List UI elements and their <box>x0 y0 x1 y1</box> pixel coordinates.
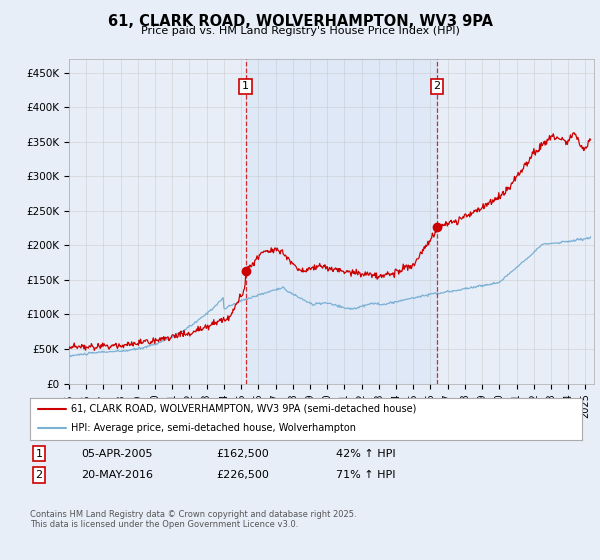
Text: £226,500: £226,500 <box>216 470 269 480</box>
Text: 71% ↑ HPI: 71% ↑ HPI <box>336 470 395 480</box>
Text: 61, CLARK ROAD, WOLVERHAMPTON, WV3 9PA: 61, CLARK ROAD, WOLVERHAMPTON, WV3 9PA <box>107 14 493 29</box>
Text: 61, CLARK ROAD, WOLVERHAMPTON, WV3 9PA (semi-detached house): 61, CLARK ROAD, WOLVERHAMPTON, WV3 9PA (… <box>71 404 417 414</box>
Text: 42% ↑ HPI: 42% ↑ HPI <box>336 449 395 459</box>
Text: 20-MAY-2016: 20-MAY-2016 <box>81 470 153 480</box>
Text: 05-APR-2005: 05-APR-2005 <box>81 449 152 459</box>
Text: 2: 2 <box>433 81 440 91</box>
Text: Price paid vs. HM Land Registry's House Price Index (HPI): Price paid vs. HM Land Registry's House … <box>140 26 460 36</box>
Text: £162,500: £162,500 <box>216 449 269 459</box>
Text: HPI: Average price, semi-detached house, Wolverhampton: HPI: Average price, semi-detached house,… <box>71 423 356 433</box>
Bar <box>245 59 437 384</box>
Text: Contains HM Land Registry data © Crown copyright and database right 2025.
This d: Contains HM Land Registry data © Crown c… <box>30 510 356 529</box>
Text: 2: 2 <box>35 470 43 480</box>
Text: 1: 1 <box>35 449 43 459</box>
Text: 1: 1 <box>242 81 249 91</box>
